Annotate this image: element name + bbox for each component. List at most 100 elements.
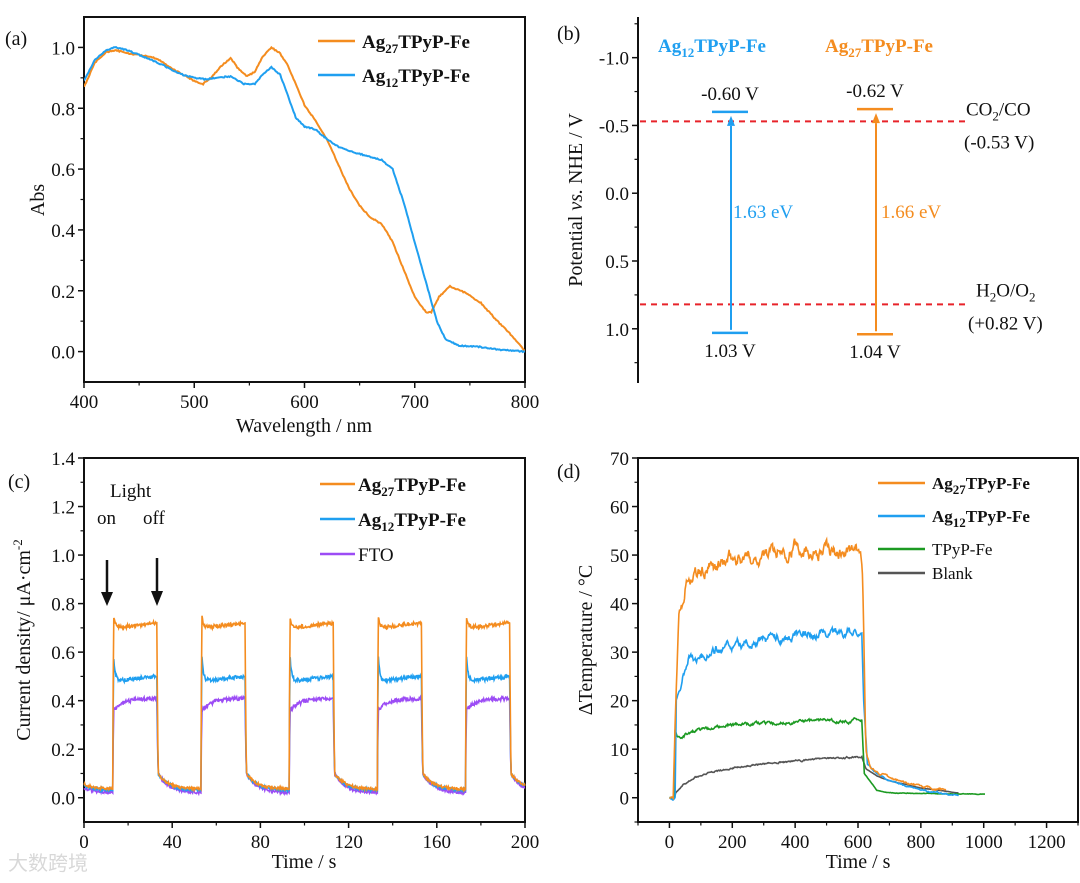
label-base: Ag (358, 510, 382, 531)
d-y-tick-label: 0 (620, 789, 630, 810)
d-ylabel: ΔTemperature / °C (575, 565, 597, 716)
b-y-tick-label: 0.0 (605, 184, 629, 205)
c-y-tick-label: 0.2 (51, 740, 75, 761)
legend-label: Blank (932, 564, 973, 583)
ref-label-part: H (976, 280, 990, 301)
label-base: Ag (362, 32, 386, 53)
ref-label-sub: 2 (1029, 289, 1036, 304)
c-series-line-0 (83, 615, 526, 793)
label-rest: TPyP-Fe (966, 474, 1031, 493)
label-rest: TPyP-Fe (966, 507, 1031, 526)
label-base: Ag (932, 474, 953, 493)
c-y-tick-label: 1.2 (51, 498, 75, 519)
legend-label: Ag27TPyP-Fe (825, 36, 933, 60)
d-series-line-1 (669, 624, 959, 801)
label-subscript: 27 (385, 41, 399, 56)
c-y-tick-label: 0.8 (51, 595, 75, 616)
label-rest: TPyP-Fe (694, 36, 766, 57)
panel-label-a: (a) (5, 28, 27, 50)
d-x-tick-label: 400 (781, 832, 810, 853)
legend-label: Ag12TPyP-Fe (358, 510, 466, 534)
label-base: Ag (825, 36, 849, 57)
label-subscript: 12 (953, 515, 966, 530)
a-y-tick-label: 0.4 (51, 221, 75, 242)
b-reference-value: (-0.53 V) (964, 132, 1034, 153)
b-y-tick-label: 1.0 (605, 320, 629, 341)
d-y-tick-label: 50 (610, 546, 629, 567)
d-x-tick-label: 0 (665, 832, 675, 853)
c-y-tick-label: 1.4 (51, 449, 75, 470)
d-y-tick-label: 70 (610, 449, 629, 470)
label-subscript: 12 (681, 45, 694, 60)
watermark: 大数跨境 (8, 851, 88, 875)
label-base: Ag (658, 36, 682, 57)
a-y-tick-label: 0.0 (51, 343, 75, 364)
b-ylabel: Potential vs. NHE / V (565, 113, 587, 287)
a-ylabel: Abs (27, 184, 49, 216)
b-reference-label: H2O/O2 (976, 280, 1035, 304)
label-rest: TPyP-Fe (394, 475, 466, 496)
ref-label-sub: 2 (992, 108, 999, 123)
label-rest: TPyP-Fe (394, 510, 466, 531)
c-annotation-light: Light (110, 481, 152, 502)
d-series-line-0 (669, 536, 947, 801)
b-vb-label: 1.04 V (849, 342, 901, 363)
panel-label-b: (b) (557, 23, 580, 45)
d-series-line-2 (669, 716, 985, 799)
a-y-tick-label: 0.2 (51, 282, 75, 303)
c-x-tick-label: 0 (79, 832, 89, 853)
a-x-tick-label: 700 (401, 392, 430, 413)
c-xlabel: Time / s (272, 851, 337, 873)
c-x-tick-label: 120 (334, 832, 363, 853)
a-y-tick-label: 1.0 (51, 38, 75, 59)
label-base: Ag (358, 475, 382, 496)
d-y-tick-label: 30 (610, 643, 629, 664)
panel-label-c: (c) (8, 471, 30, 493)
legend-label: Ag12TPyP-Fe (932, 507, 1030, 530)
label-subscript: 12 (385, 75, 398, 90)
c-series-line-2 (83, 694, 526, 797)
c-x-tick-label: 200 (511, 832, 540, 853)
legend-label: FTO (358, 545, 394, 566)
legend-label: Ag12TPyP-Fe (362, 66, 470, 90)
b-gap-label: 1.63 eV (733, 202, 793, 223)
b-cb-label: -0.60 V (701, 84, 759, 105)
b-y-tick-label: 0.5 (605, 252, 629, 273)
label-subscript: 27 (848, 45, 862, 60)
ref-label-part: CO (966, 99, 992, 120)
b-gap-label: 1.66 eV (881, 202, 941, 223)
label-base: Ag (932, 507, 953, 526)
light-off-arrow-icon (151, 558, 163, 606)
d-y-tick-label: 20 (610, 692, 629, 713)
legend-label: Ag12TPyP-Fe (658, 36, 766, 60)
d-x-tick-label: 1000 (965, 832, 1003, 853)
c-ylabel: Current density/ μA·cm-2 (10, 539, 35, 741)
a-y-tick-label: 0.6 (51, 160, 75, 181)
label-subscript: 27 (953, 482, 967, 497)
label-base: Ag (362, 66, 386, 87)
a-x-tick-label: 600 (290, 392, 319, 413)
b-ylabel-vs: vs. (565, 189, 587, 211)
b-y-tick-label: -0.5 (599, 116, 629, 137)
d-xlabel: Time / s (826, 851, 891, 873)
b-excitation-arrow-head-icon (727, 115, 735, 126)
ref-label-part: /CO (999, 99, 1031, 120)
a-x-tick-label: 400 (70, 392, 99, 413)
a-y-tick-label: 0.8 (51, 99, 75, 120)
label-base: TPyP-Fe (932, 540, 992, 559)
chart-d-temperature: 0 200 400 600 800 1000 1200 0 10 20 30 40 50 60 70 Ag27… (610, 449, 1079, 853)
d-x-tick-label: 1200 (1028, 832, 1066, 853)
c-x-tick-label: 40 (163, 832, 182, 853)
legend-label: TPyP-Fe (932, 540, 992, 559)
d-y-tick-label: 60 (610, 498, 629, 519)
d-y-tick-label: 40 (610, 595, 629, 616)
c-annotation-off: off (143, 508, 165, 529)
panel-label-d: (d) (557, 461, 580, 483)
label-base: Blank (932, 564, 973, 583)
c-annotation-on: on (97, 508, 117, 529)
b-vb-label: 1.03 V (704, 341, 756, 362)
d-x-tick-label: 800 (907, 832, 936, 853)
c-x-tick-label: 80 (251, 832, 270, 853)
